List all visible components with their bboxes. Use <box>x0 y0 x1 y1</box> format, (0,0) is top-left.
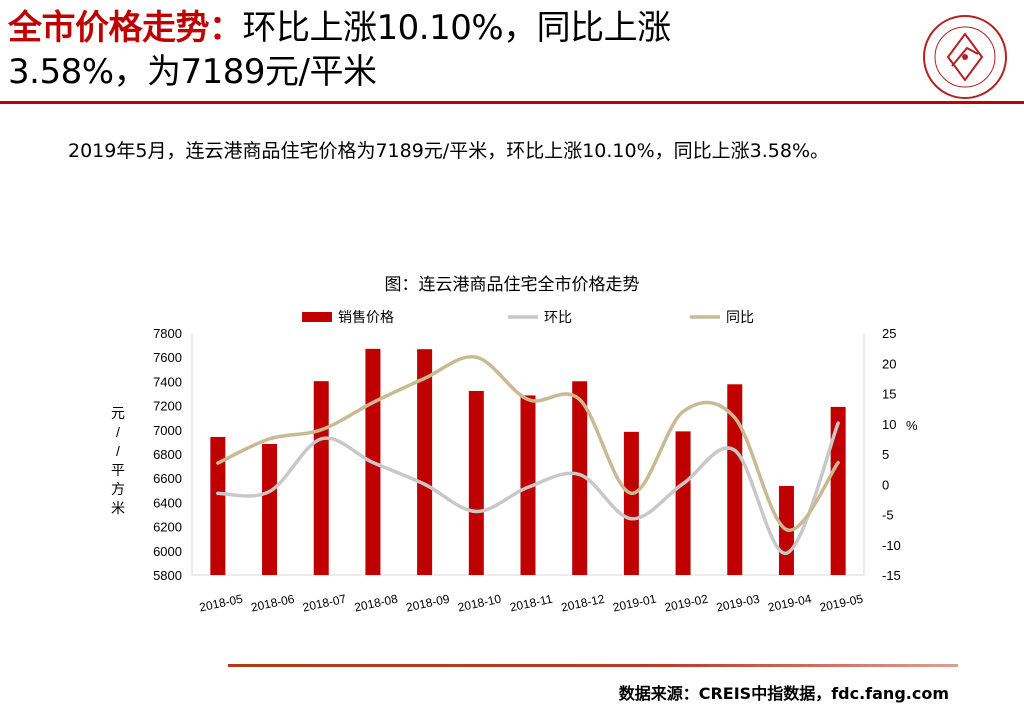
y-tick-label: 7000 <box>153 423 182 438</box>
data-source: 数据来源：CREIS中指数据，fdc.fang.com <box>618 684 949 703</box>
y2-tick-label: -10 <box>882 538 901 553</box>
y-axis-label-char: 方 <box>111 481 125 497</box>
y2-tick-label: 15 <box>882 387 896 402</box>
x-tick-label: 2018-12 <box>560 592 606 615</box>
x-tick-label: 2018-05 <box>198 592 244 615</box>
title-highlight: 全市价格走势： <box>8 8 243 48</box>
page-title: 全市价格走势：环比上涨10.10%，同比上涨 3.58%，为7189元/平米 <box>8 6 908 94</box>
bar-2019-01 <box>623 431 639 575</box>
legend-swatch-销售价格 <box>302 312 332 322</box>
x-tick-label: 2018-11 <box>509 592 554 615</box>
y-axis-label-char: / <box>116 424 120 440</box>
x-tick-label: 2018-09 <box>405 592 451 615</box>
series-line-同比 <box>216 355 840 532</box>
y2-tick-label: -15 <box>882 568 901 583</box>
series-line-环比 <box>216 421 840 555</box>
bar-2018-07 <box>313 381 329 575</box>
y2-tick-label: 0 <box>882 477 889 492</box>
x-tick-label: 2018-06 <box>250 592 296 615</box>
y-tick-label: 7400 <box>153 374 182 389</box>
bar-2018-06 <box>262 443 278 575</box>
x-tick-label: 2018-08 <box>353 592 399 615</box>
bar-2019-05 <box>830 406 846 575</box>
y-tick-label: 6000 <box>153 544 182 559</box>
y-tick-label: 7600 <box>153 350 182 365</box>
x-tick-label: 2019-01 <box>612 592 658 615</box>
bar-2019-02 <box>675 431 691 575</box>
x-tick-label: 2018-07 <box>301 592 347 615</box>
y2-axis-label: % <box>906 418 918 433</box>
y-tick-label: 7800 <box>153 326 182 341</box>
bar-2019-03 <box>727 384 743 575</box>
y2-tick-label: 5 <box>882 447 889 462</box>
title-divider <box>0 101 1024 104</box>
footer-divider <box>228 664 958 667</box>
x-tick-label: 2018-10 <box>456 592 502 615</box>
summary-text: 2019年5月，连云港商品住宅价格为7189元/平米，环比上涨10.10%，同比… <box>68 140 830 162</box>
title-line2: 3.58%，为7189元/平米 <box>8 52 377 92</box>
legend-label-环比: 环比 <box>544 309 572 325</box>
bar-2018-09 <box>417 349 433 575</box>
y2-tick-label: 10 <box>882 417 896 432</box>
y-tick-label: 6600 <box>153 471 182 486</box>
y2-tick-label: 20 <box>882 356 896 371</box>
y-axis-label-char: / <box>116 443 120 459</box>
china-index-academy-logo <box>923 15 1007 99</box>
legend-label-销售价格: 销售价格 <box>338 309 394 325</box>
y-tick-label: 7200 <box>153 399 182 414</box>
y-tick-label: 6800 <box>153 447 182 462</box>
y-tick-label: 6200 <box>153 520 182 535</box>
bar-2018-05 <box>210 436 226 575</box>
bar-2018-11 <box>520 395 536 575</box>
title-line1: 环比上涨10.10%，同比上涨 <box>242 8 672 48</box>
legend-label-同比: 同比 <box>726 309 754 325</box>
y2-tick-label: -5 <box>882 508 894 523</box>
bar-2018-12 <box>572 381 588 575</box>
chart-title: 图：连云港商品住宅全市价格走势 <box>384 275 640 295</box>
bar-2018-10 <box>468 390 484 575</box>
price-trend-chart: 5800 6000 6200 6400 6600 6800 7000 7200 7400 7600… <box>111 309 918 615</box>
x-tick-label: 2019-02 <box>663 592 709 615</box>
x-tick-label: 2019-03 <box>715 592 761 615</box>
y-tick-label: 6400 <box>153 495 182 510</box>
x-tick-label: 2019-04 <box>767 592 813 615</box>
y-axis-label-char: 平 <box>111 462 125 478</box>
y-axis-label-char: 米 <box>111 500 125 516</box>
x-tick-label: 2019-05 <box>818 592 864 615</box>
y2-tick-label: 25 <box>882 326 896 341</box>
y-axis-label-char: 元 <box>111 405 125 421</box>
y-tick-label: 5800 <box>153 568 182 583</box>
